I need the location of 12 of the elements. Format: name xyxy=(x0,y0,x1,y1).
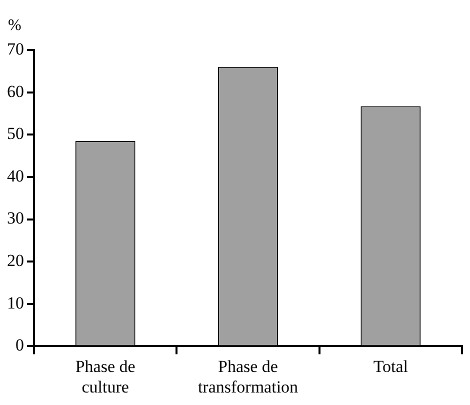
x-tick-label: Phase de transformation xyxy=(198,356,299,396)
y-tick-label: 20 xyxy=(7,251,24,270)
y-tick-label: 70 xyxy=(7,39,24,58)
y-tick-label: 10 xyxy=(7,293,24,312)
x-tick-label: Phase de culture xyxy=(75,356,136,396)
y-tick-label: 40 xyxy=(7,166,24,186)
y-tick-label: 30 xyxy=(7,208,24,228)
y-axis-title: % xyxy=(8,17,22,34)
y-tick-label: 0 xyxy=(16,336,24,355)
y-tick-label: 50 xyxy=(7,124,24,144)
x-tick-label: Total xyxy=(373,356,408,376)
y-tick-label: 60 xyxy=(7,82,24,101)
